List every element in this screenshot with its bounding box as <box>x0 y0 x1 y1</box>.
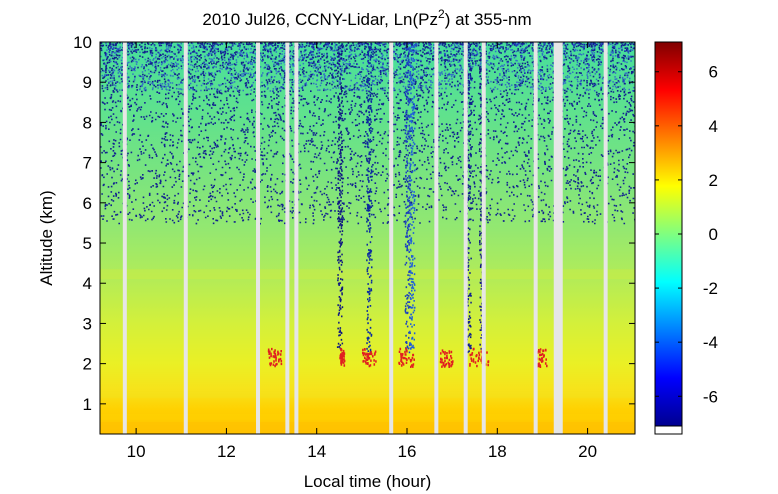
chart-title: 2010 Jul26, CCNY-Lidar, Ln(Pz2) at 355-n… <box>202 7 531 29</box>
colorbar: 6 4 2 0 -2 -4 -6 <box>654 41 718 435</box>
colorbar-ticks: 6 4 2 0 -2 -4 -6 <box>655 63 718 406</box>
colorbar-below-range <box>654 425 683 435</box>
cloud-segment <box>267 347 283 368</box>
cloud-segment <box>535 348 548 368</box>
cloud-segment <box>362 348 377 368</box>
noise-column <box>404 42 411 354</box>
data-gap <box>463 42 468 434</box>
y-tick-label: 10 <box>73 33 92 52</box>
x-tick-label: 16 <box>398 442 417 461</box>
plot-area <box>100 42 635 434</box>
y-tick-label: 6 <box>83 194 92 213</box>
colorbar-tick-label: -6 <box>703 387 718 406</box>
altitude-band <box>100 391 635 398</box>
data-gap <box>183 42 188 434</box>
y-tick-label: 7 <box>83 154 92 173</box>
y-tick-label: 1 <box>83 395 92 414</box>
y-tick-label: 3 <box>83 314 92 333</box>
x-tick-label: 20 <box>578 442 597 461</box>
x-axis-ticks: 10 12 14 16 18 20 <box>127 42 597 461</box>
data-gap <box>481 42 486 434</box>
data-gap <box>434 42 439 434</box>
data-gap <box>122 42 127 434</box>
x-tick-label: 14 <box>307 442 326 461</box>
cloud-segment <box>439 349 454 368</box>
colorbar-scale <box>655 42 682 426</box>
noise-column <box>465 42 472 354</box>
plot-frame <box>99 41 636 435</box>
colorbar-tick-label: 2 <box>709 171 718 190</box>
data-gap <box>285 42 290 434</box>
noise-column <box>336 42 344 350</box>
y-tick-label: 2 <box>83 355 92 374</box>
colorbar-tick-label: 4 <box>709 117 718 136</box>
y-axis-label: Altitude (km) <box>37 190 56 285</box>
y-tick-label: 5 <box>83 234 92 253</box>
y-tick-label: 8 <box>83 113 92 132</box>
y-tick-label: 4 <box>83 274 92 293</box>
data-gap <box>294 42 299 434</box>
cloud-layer <box>267 347 548 368</box>
noise-column <box>409 43 416 350</box>
data-gap <box>553 42 563 434</box>
x-tick-label: 12 <box>217 442 236 461</box>
x-tick-label: 18 <box>488 442 507 461</box>
colorbar-tick-label: 0 <box>709 225 718 244</box>
y-axis-ticks: 1 2 3 4 5 6 7 8 9 10 <box>73 33 635 414</box>
noise-pixels <box>100 42 635 354</box>
x-tick-label: 10 <box>127 442 146 461</box>
altitude-band <box>100 421 635 434</box>
colorbar-frame <box>654 41 683 435</box>
colorbar-tick-label: 6 <box>709 63 718 82</box>
cloud-segment <box>398 347 415 368</box>
data-gap <box>256 42 261 434</box>
y-tick-label: 9 <box>83 73 92 92</box>
data-gap <box>533 42 538 434</box>
cloud-segment <box>339 348 346 367</box>
x-axis-label: Local time (hour) <box>304 472 432 491</box>
colorbar-tick-label: -2 <box>703 279 718 298</box>
noise-speckle-field <box>100 42 635 225</box>
cloud-segment <box>469 347 490 368</box>
noise-column <box>366 44 373 353</box>
altitude-band <box>100 413 635 420</box>
data-gaps <box>122 42 608 434</box>
data-gap <box>389 42 394 434</box>
colorbar-tick-label: -4 <box>703 333 718 352</box>
data-gap <box>603 42 608 434</box>
noise-column <box>479 45 486 353</box>
